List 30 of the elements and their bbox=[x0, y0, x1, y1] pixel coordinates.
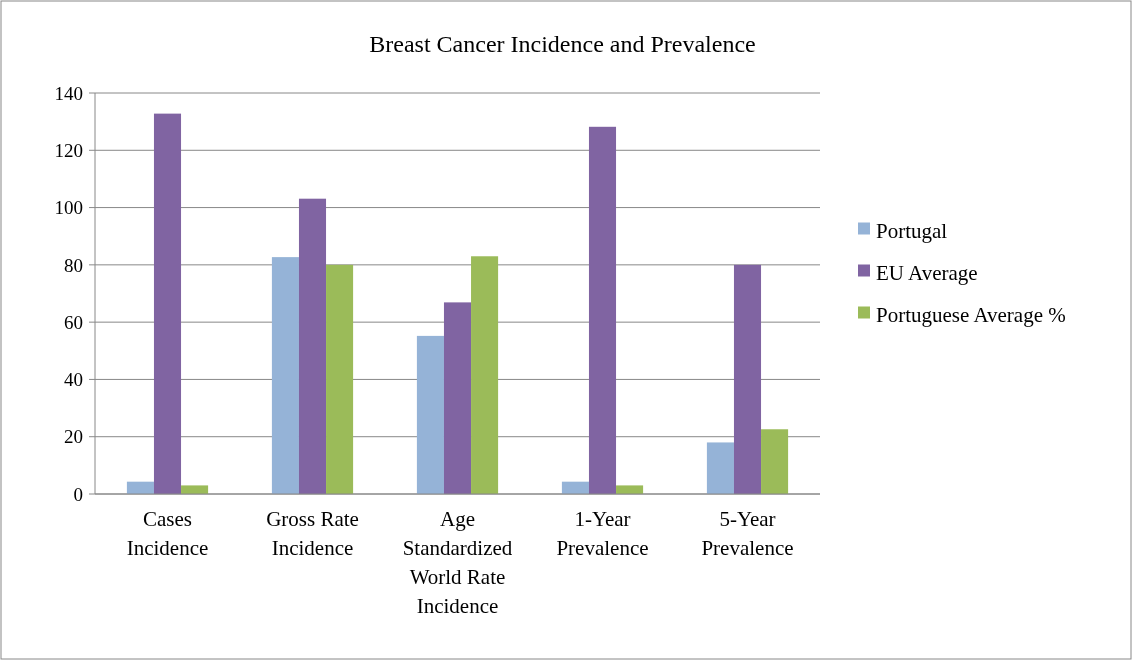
legend-label: Portuguese Average % bbox=[876, 302, 1066, 327]
y-tick-label: 120 bbox=[54, 139, 83, 161]
y-tick-label: 100 bbox=[54, 197, 83, 219]
legend-label: Portugal bbox=[876, 218, 948, 243]
x-tick-label: 5-Year Prevalence bbox=[701, 507, 794, 560]
y-tick-label: 0 bbox=[73, 483, 83, 505]
y-tick-label: 60 bbox=[64, 311, 83, 333]
x-tick-label: Age Standardized World Rate Incidence bbox=[402, 507, 513, 618]
chart-title: Breast Cancer Incidence and Prevalence bbox=[369, 31, 756, 57]
x-tick-label: Gross Rate Incidence bbox=[266, 507, 359, 560]
x-tick-label: Cases Incidence bbox=[126, 507, 209, 560]
bar bbox=[416, 335, 444, 494]
bar bbox=[471, 256, 499, 494]
y-tick-label: 40 bbox=[64, 369, 83, 391]
bar bbox=[326, 264, 354, 494]
bar bbox=[153, 113, 182, 494]
bar bbox=[443, 302, 472, 494]
bar bbox=[271, 257, 299, 494]
bar bbox=[181, 485, 209, 494]
y-tick-label: 20 bbox=[64, 426, 83, 448]
bar bbox=[588, 126, 617, 494]
bar bbox=[616, 485, 644, 494]
bar bbox=[733, 264, 762, 494]
bar bbox=[761, 429, 789, 494]
y-tick-label: 80 bbox=[64, 254, 83, 276]
x-tick-label: 1-Year Prevalence bbox=[556, 507, 649, 560]
bar bbox=[706, 442, 734, 494]
y-tick-label: 140 bbox=[54, 82, 83, 104]
legend-label: EU Average bbox=[876, 260, 978, 285]
bar bbox=[298, 198, 327, 494]
